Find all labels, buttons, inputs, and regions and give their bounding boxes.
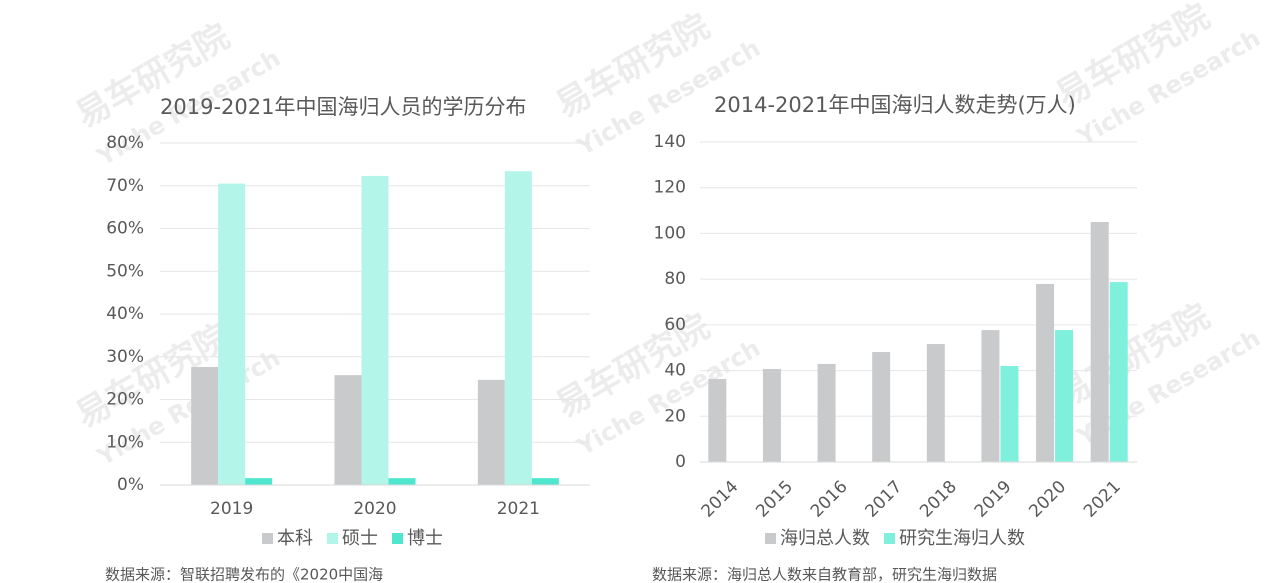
x-tick-label: 2016 — [807, 477, 852, 522]
y-tick-label: 60 — [664, 315, 686, 335]
bar — [872, 352, 891, 462]
legend-swatch — [262, 533, 273, 544]
legend-label: 博士 — [407, 528, 443, 549]
y-tick-label: 120 — [654, 178, 686, 198]
y-tick-label: 140 — [654, 132, 686, 152]
y-tick-label: 20 — [664, 406, 686, 426]
bar — [504, 171, 532, 485]
bar — [1036, 283, 1055, 462]
y-tick-label: 80% — [106, 133, 144, 153]
legend-swatch — [327, 533, 338, 544]
bar — [762, 368, 781, 462]
bar — [531, 478, 559, 485]
x-tick-label: 2019 — [971, 477, 1016, 522]
y-tick-label: 60% — [106, 219, 144, 239]
x-tick-label: 2020 — [353, 499, 396, 519]
chart-title: 2014-2021年中国海归人数走势(万人) — [714, 93, 1076, 117]
bar — [191, 367, 219, 485]
legend-swatch — [884, 533, 895, 544]
x-tick-label: 2021 — [497, 499, 540, 519]
source-note: 数据来源：智联招聘发布的《2020中国海 — [105, 566, 383, 583]
y-tick-label: 0 — [675, 452, 686, 472]
chart: 2014-2021年中国海归人数走势(万人) 0 20 40 60 80 100 120 140… — [652, 93, 1137, 583]
x-tick-label: 2017 — [862, 477, 907, 522]
x-tick-label: 2020 — [1025, 477, 1070, 522]
bar — [1109, 282, 1128, 462]
y-tick-label: 80 — [664, 269, 686, 289]
legend-label: 硕士 — [342, 528, 378, 549]
legend-label: 本科 — [277, 528, 313, 549]
x-tick-label: 2014 — [698, 477, 743, 522]
x-tick-label: 2021 — [1080, 477, 1125, 522]
bar — [708, 379, 727, 462]
legend-swatch — [392, 533, 403, 544]
y-tick-label: 100 — [654, 223, 686, 243]
y-tick-label: 0% — [117, 475, 144, 495]
chart-title: 2019-2021年中国海归人员的学历分布 — [160, 95, 526, 119]
source-note: 数据来源：海归总人数来自教育部，研究生海归数据 — [652, 566, 997, 583]
bar — [1090, 222, 1109, 462]
y-tick-label: 50% — [106, 261, 144, 281]
x-tick-label: 2018 — [916, 477, 961, 522]
x-tick-label: 2019 — [210, 499, 253, 519]
legend-label: 研究生海归人数 — [899, 528, 1025, 549]
y-tick-label: 40% — [106, 304, 144, 324]
bar — [477, 379, 505, 485]
bar — [1000, 366, 1019, 462]
y-tick-label: 20% — [106, 390, 144, 410]
chart: 2019-2021年中国海归人员的学历分布 0% 10% 20% 30% 40% 50% 60… — [105, 95, 590, 583]
bar — [334, 375, 362, 485]
bar — [388, 478, 416, 485]
bar — [817, 363, 836, 462]
y-tick-label: 40 — [664, 361, 686, 381]
legend-label: 海归总人数 — [780, 528, 870, 549]
bar — [1055, 330, 1074, 462]
bar — [218, 183, 246, 486]
bar — [245, 478, 273, 485]
x-tick-label: 2015 — [752, 477, 797, 522]
bar — [981, 330, 1000, 462]
bar — [926, 344, 945, 462]
y-tick-label: 30% — [106, 347, 144, 367]
y-tick-label: 70% — [106, 176, 144, 196]
legend-swatch — [765, 533, 776, 544]
bar — [361, 175, 389, 486]
y-tick-label: 10% — [106, 432, 144, 452]
